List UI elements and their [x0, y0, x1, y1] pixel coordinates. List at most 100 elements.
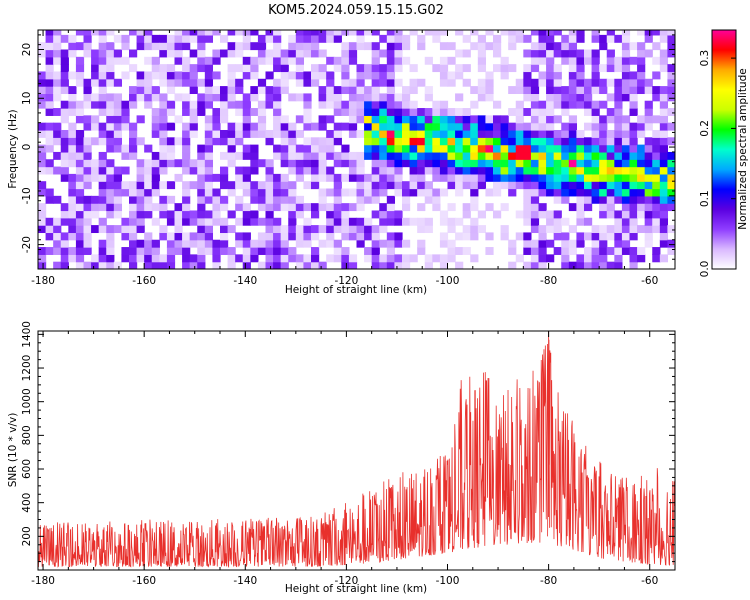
heatmap-cell	[394, 151, 403, 160]
heatmap-cell	[591, 173, 600, 182]
heatmap-cell	[530, 239, 540, 248]
heatmap-cell	[106, 129, 115, 138]
heatmap-cell	[75, 195, 85, 204]
heatmap-cell	[477, 137, 487, 146]
heatmap-cell	[144, 144, 153, 153]
heatmap-cell	[273, 64, 282, 73]
heatmap-cell	[470, 129, 479, 138]
heatmap-cell	[212, 188, 221, 197]
heatmap-cell	[584, 86, 593, 95]
heatmap-cell	[280, 232, 289, 241]
heatmap-cell	[136, 210, 145, 219]
heatmap-cell	[189, 115, 198, 124]
heatmap-cell	[591, 151, 600, 160]
heatmap-cell	[257, 56, 267, 65]
heatmap-cell	[242, 166, 251, 175]
heatmap-cell	[257, 188, 267, 197]
heatmap-cell	[91, 49, 100, 58]
heatmap-cell	[159, 210, 168, 219]
heatmap-cell	[159, 129, 168, 138]
heatmap-cell	[386, 86, 396, 95]
heatmap-cell	[371, 100, 380, 109]
heatmap-cell	[166, 239, 176, 248]
heatmap-cell	[621, 144, 631, 153]
heatmap-cell	[561, 247, 570, 255]
heatmap-cell	[538, 261, 547, 269]
heatmap-cell	[75, 188, 85, 197]
heatmap-cell	[432, 151, 441, 160]
heatmap-cell	[470, 254, 479, 263]
heatmap-cell	[659, 254, 669, 263]
heatmap-cell	[106, 42, 115, 51]
heatmap-cell	[182, 144, 191, 153]
heatmap-cell	[637, 166, 646, 175]
heatmap-cell	[614, 93, 623, 102]
heatmap-cell	[364, 30, 373, 36]
heatmap-cell	[68, 137, 77, 146]
heatmap-cell	[106, 247, 115, 255]
heatmap-cell	[614, 34, 623, 43]
heatmap-cell	[379, 159, 388, 168]
heatmap-cell	[500, 166, 509, 175]
heatmap-cell	[60, 49, 69, 58]
heatmap-cell	[652, 247, 661, 255]
heatmap-cell	[538, 30, 547, 36]
heatmap-cell	[318, 239, 327, 248]
heatmap-cell	[462, 108, 471, 116]
heatmap-cell	[220, 115, 229, 124]
heatmap-cell	[530, 217, 540, 226]
heatmap-cell	[584, 203, 593, 212]
heatmap-cell	[576, 137, 585, 146]
colorbar-tick-label: 0.1	[699, 190, 711, 207]
heatmap-cell	[386, 247, 396, 255]
heatmap-cell	[295, 49, 305, 58]
heatmap-cell	[288, 137, 297, 146]
heatmap-cell	[599, 86, 608, 95]
heatmap-cell	[659, 129, 669, 138]
heatmap-cell	[189, 217, 198, 226]
heatmap-cell	[523, 78, 532, 87]
heatmap-cell	[98, 203, 107, 212]
heatmap-cell	[333, 217, 342, 226]
heatmap-cell	[348, 166, 358, 175]
heatmap-cell	[265, 93, 274, 102]
heatmap-cell	[235, 195, 244, 204]
heatmap-cell	[273, 129, 282, 138]
heatmap-cell	[439, 188, 449, 197]
heatmap-cell	[455, 122, 464, 131]
heatmap-cell	[614, 173, 623, 182]
heatmap-cell	[621, 217, 631, 226]
heatmap-cell	[614, 78, 623, 87]
heatmap-cell	[303, 225, 312, 234]
heatmap-cell	[538, 78, 547, 87]
heatmap-cell	[318, 34, 327, 43]
heatmap-cell	[485, 86, 494, 95]
heatmap-cell	[288, 210, 297, 219]
heatmap-cell	[591, 30, 600, 36]
heatmap-cell	[629, 137, 638, 146]
heatmap-cell	[637, 203, 646, 212]
heatmap-cell	[447, 144, 456, 153]
heatmap-cell	[546, 122, 555, 131]
heatmap-cell	[151, 34, 160, 43]
heatmap-cell	[379, 49, 388, 58]
heatmap-cell	[371, 71, 380, 80]
heatmap-cell	[576, 100, 585, 109]
heatmap-cell	[197, 56, 206, 65]
heatmap-cell	[257, 115, 267, 124]
heatmap-cell	[652, 129, 661, 138]
heatmap-cell	[227, 144, 236, 153]
heatmap-cell	[371, 232, 380, 241]
heatmap-cell	[83, 151, 92, 160]
heatmap-cell	[356, 217, 365, 226]
heatmap-cell	[113, 122, 123, 131]
snr-x-tick-label: -160	[132, 575, 156, 587]
heatmap-cell	[652, 137, 661, 146]
heatmap-cell	[75, 144, 85, 153]
snr-ticks: -180 -160 -140 -120 -100 -80 -6020040060080010…	[21, 321, 676, 587]
heatmap-cell	[606, 93, 615, 102]
heatmap-cell	[204, 188, 214, 197]
heatmap-cell	[553, 151, 562, 160]
heatmap-cell	[599, 100, 608, 109]
heatmap-cell	[394, 254, 403, 263]
